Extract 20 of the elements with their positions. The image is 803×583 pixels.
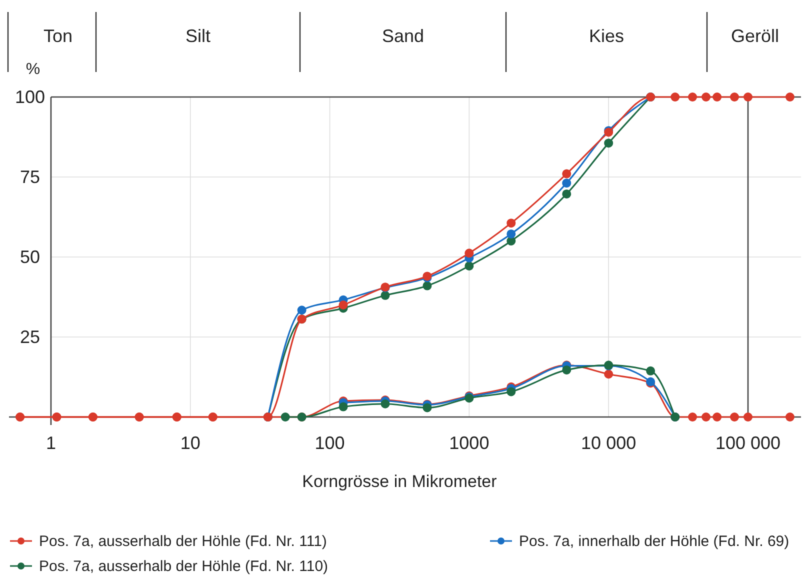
y-axis-title: %	[26, 61, 40, 78]
y-tick-label: 25	[20, 327, 40, 347]
legend-label: Pos. 7a, ausserhalb der Höhle (Fd. Nr. 110)	[39, 558, 328, 575]
text: Silt	[185, 26, 211, 46]
legend-label: Pos. 7a, ausserhalb der Höhle (Fd. Nr. 111)	[39, 533, 327, 550]
text: Geröll	[730, 26, 780, 46]
x-tick-label: 10	[180, 433, 200, 453]
x-tick-label: 100	[314, 433, 345, 453]
legend-label: Pos. 7a, innerhalb der Höhle (Fd. Nr. 69)	[519, 533, 790, 550]
y-tick-label: 75	[20, 167, 40, 187]
x-tick-label: 100 000	[715, 433, 781, 453]
x-tick-label: 1	[46, 433, 56, 453]
x-tick-label: 10 000	[581, 433, 636, 453]
x-axis-title: Korngrösse in Mikrometer	[302, 472, 498, 491]
text: Kies	[588, 26, 624, 46]
text: Ton	[43, 26, 73, 46]
y-tick-label: 100	[14, 87, 46, 107]
text: Sand	[382, 26, 424, 46]
y-tick-label: 50	[20, 247, 40, 267]
x-tick-label: 1000	[449, 433, 490, 453]
